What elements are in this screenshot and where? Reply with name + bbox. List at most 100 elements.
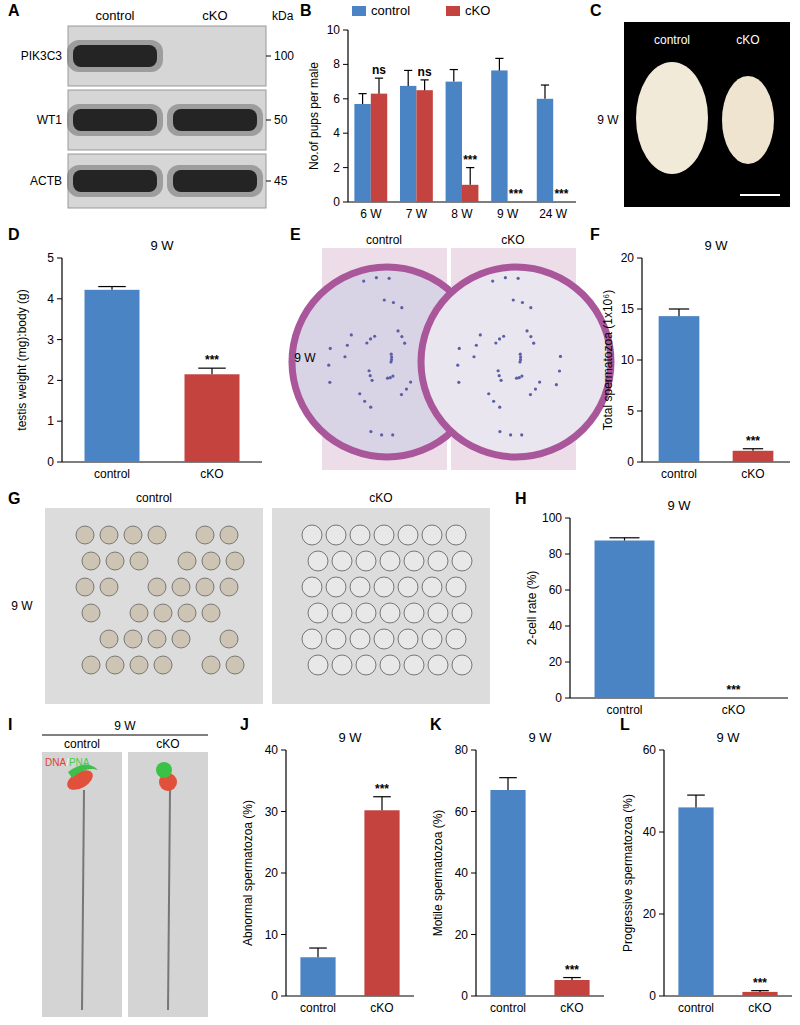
bar-chart: 0204060Progressive spermatozoa (%)9 W***… [621, 730, 792, 1015]
nucleus [492, 400, 495, 403]
annotations: *** [375, 782, 389, 796]
y-tick [57, 421, 62, 422]
nucleus [370, 379, 373, 382]
significance: *** [753, 976, 767, 990]
panel-letter: A [8, 2, 20, 19]
column-label: cKO [369, 491, 392, 505]
error-cap [373, 796, 391, 797]
nucleus [409, 380, 412, 383]
error-cap [541, 84, 549, 85]
embryo [380, 655, 400, 675]
nucleus [497, 369, 500, 372]
sperm-tail [168, 790, 170, 1010]
panel-letter: C [590, 2, 602, 19]
nucleus [517, 277, 520, 280]
embryo [428, 551, 448, 571]
error-cap [358, 93, 366, 94]
error-cap [610, 537, 640, 538]
significance: *** [746, 434, 760, 448]
annotations: *** [565, 963, 579, 977]
tick-label: 20 [643, 907, 657, 921]
error-line [507, 778, 508, 790]
column-label: control [136, 491, 172, 505]
error-cap [751, 990, 769, 991]
bars [300, 797, 399, 996]
photo-background [624, 22, 790, 207]
axis-title: Total spermatozoa (1x10⁶) [601, 290, 615, 430]
nucleus [350, 333, 353, 336]
category-label: 8 W [451, 207, 473, 221]
embryo [106, 552, 124, 570]
panel-letter: D [8, 226, 20, 243]
tick-label: 0 [271, 989, 278, 1003]
embryo [124, 630, 142, 648]
nucleus [392, 301, 395, 304]
embryo [226, 656, 244, 674]
size-tick [266, 181, 271, 182]
size-label: 100 [274, 49, 294, 63]
nucleus [368, 369, 371, 372]
bar [354, 104, 370, 202]
embryo [452, 551, 472, 571]
category-label: control [661, 467, 697, 481]
tick-label: 15 [621, 302, 635, 316]
panel-letter: B [300, 2, 312, 19]
error-line [317, 948, 318, 957]
embryo [148, 578, 166, 596]
embryo [76, 526, 94, 544]
size-tick [266, 120, 271, 121]
error-line [378, 78, 379, 93]
category-label: cKO [741, 467, 764, 481]
embryo [356, 655, 376, 675]
tick-label: 80 [455, 743, 469, 757]
error-bar [404, 70, 412, 85]
category-label: control [300, 1001, 336, 1015]
legend-label: control [371, 3, 410, 18]
nucleus [400, 306, 403, 309]
unit-label: kDa [272, 9, 294, 23]
embryo [446, 577, 466, 597]
bar-chart: 0204060801002-cell rate (%)9 W***control… [525, 498, 788, 717]
tick-label: 0 [649, 989, 656, 1003]
testis-photo: controlcKO9 W [597, 22, 790, 207]
y-tick [281, 996, 286, 997]
title-rule [42, 735, 208, 736]
sperm-tail [82, 790, 84, 1010]
axis-title: 2-cell rate (%) [525, 571, 539, 646]
testis-control [636, 62, 708, 174]
nucleus [534, 387, 537, 390]
bar [554, 980, 589, 996]
legend-swatch [446, 6, 460, 16]
tick-label: 20 [549, 655, 563, 669]
embryo [196, 578, 214, 596]
bar [537, 99, 553, 202]
annotations: *** [726, 683, 740, 697]
y-tick [471, 996, 476, 997]
bar-chart: 012345testis weight (mg):body (g)9 W***c… [15, 238, 262, 481]
nucleus [400, 393, 403, 396]
y-tick [471, 873, 476, 874]
column-label: control [64, 737, 100, 751]
error-line [381, 797, 382, 811]
tick-label: 100 [542, 511, 562, 525]
embryo [220, 526, 238, 544]
embryo-image [45, 508, 263, 704]
error-line [678, 309, 679, 316]
bar [364, 810, 399, 996]
blot-band-halo [67, 165, 163, 197]
error-cap [198, 368, 226, 369]
category-label: cKO [722, 703, 745, 717]
embryo [380, 603, 400, 623]
error-cap [495, 58, 503, 59]
annotations: *** [205, 353, 219, 367]
embryo [326, 577, 346, 597]
nucleus [403, 342, 406, 345]
nucleus [373, 335, 376, 338]
nucleus [369, 430, 372, 433]
bar [678, 807, 713, 996]
embryo [124, 526, 142, 544]
error-line [362, 94, 363, 104]
embryo [422, 525, 442, 545]
category-label: 6 W [360, 207, 382, 221]
error-bar [309, 948, 327, 957]
